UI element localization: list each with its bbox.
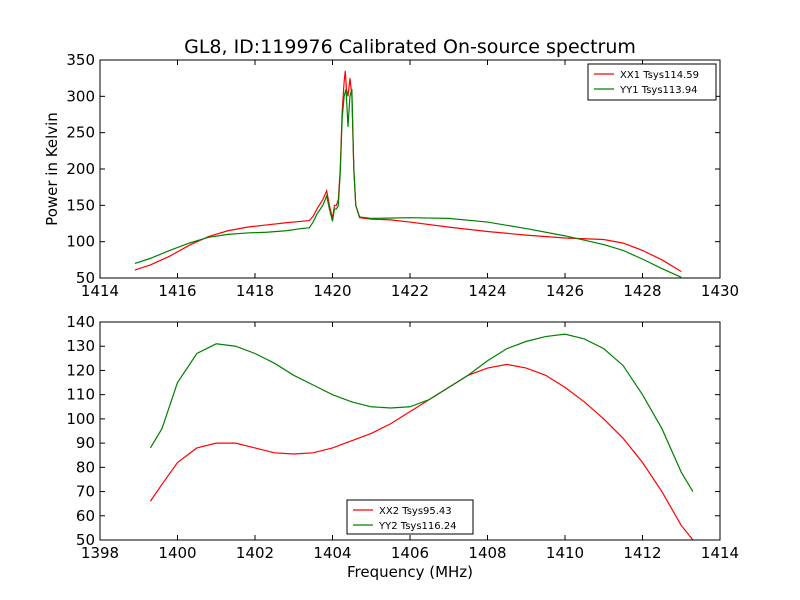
- legend-box: [587, 63, 717, 101]
- x-tick-label: 1414: [701, 544, 739, 562]
- y-tick-label: 100: [66, 410, 95, 428]
- x-tick-label: 1416: [158, 282, 196, 300]
- y-axis-label: Power in Kelvin: [43, 112, 61, 226]
- y-tick-label: 120: [66, 361, 95, 379]
- x-tick-label: 1420: [313, 282, 351, 300]
- series-line-1: [149, 363, 694, 540]
- y-tick-label: 130: [66, 337, 95, 355]
- legend: XX1 Tsys114.59 YY1 Tsys113.94: [587, 63, 717, 101]
- x-tick-label: 1430: [701, 282, 739, 300]
- y-tick-label: 90: [76, 434, 95, 452]
- y-tick-label: 200: [66, 160, 95, 178]
- series-line-1: [134, 70, 682, 272]
- x-tick-label: 1402: [236, 544, 274, 562]
- x-tick-label: 1418: [236, 282, 274, 300]
- x-tick-label: 1422: [391, 282, 429, 300]
- x-tick-label: 1408: [468, 544, 506, 562]
- y-tick-label: 70: [76, 483, 95, 501]
- x-tick-label: 1426: [546, 282, 584, 300]
- top-plot-panel: 1414 1416 1418 1420 1422 1424 1426 1428 1430 50 10…: [66, 51, 739, 300]
- y-tick-label: 80: [76, 458, 95, 476]
- legend-label-2: YY1 Tsys113.94: [619, 85, 698, 96]
- y-tick-label: 150: [66, 196, 95, 214]
- x-tick-label: 1412: [623, 544, 661, 562]
- y-tick-label: 140: [66, 313, 95, 331]
- y-tick-label: 350: [66, 51, 95, 69]
- series-line-2: [149, 333, 694, 492]
- figure-title: GL8, ID:119976 Calibrated On-source spec…: [184, 36, 636, 58]
- y-tick-label: 250: [66, 124, 95, 142]
- y-tick-label: 60: [76, 507, 95, 525]
- legend-label-1: XX2 Tsys95.43: [379, 506, 452, 517]
- x-tick-label: 1398: [81, 544, 119, 562]
- y-tick-label: 300: [66, 87, 95, 105]
- legend: XX2 Tsys95.43 YY2 Tsys116.24: [346, 499, 474, 535]
- legend-label-1: XX1 Tsys114.59: [620, 70, 699, 81]
- y-tick-label: 50: [76, 269, 95, 287]
- x-tick-label: 1424: [468, 282, 506, 300]
- legend-label-2: YY2 Tsys116.24: [378, 521, 457, 532]
- y-tick-label: 50: [76, 531, 95, 549]
- x-axis-label: Frequency (MHz): [347, 563, 473, 581]
- x-tick-label: 1406: [391, 544, 429, 562]
- x-tick-label: 1414: [81, 282, 119, 300]
- legend-box: [346, 499, 474, 535]
- x-tick-label: 1400: [158, 544, 196, 562]
- bottom-plot-panel: 1398 1400 1402 1404 1406 1408 1410 1412 1414 50 60…: [66, 313, 739, 562]
- series-line-2: [134, 88, 682, 278]
- x-tick-label: 1428: [623, 282, 661, 300]
- y-tick-label: 100: [66, 233, 95, 251]
- x-tick-label: 1404: [313, 544, 351, 562]
- y-tick-label: 110: [66, 386, 95, 404]
- x-tick-label: 1410: [546, 544, 584, 562]
